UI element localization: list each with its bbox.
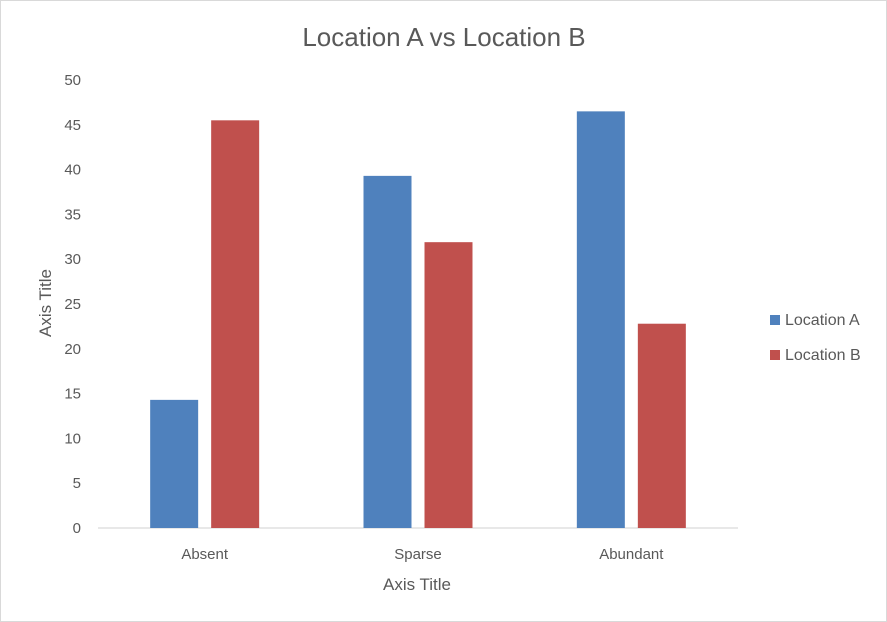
y-axis-title: Axis Title [36, 269, 55, 337]
bar-location-b-absent [211, 120, 260, 528]
y-tick-label: 20 [64, 341, 81, 358]
y-tick-label: 40 [64, 162, 81, 179]
x-tick-label: Sparse [394, 546, 442, 563]
y-tick-label: 15 [64, 386, 81, 403]
bar-location-b-sparse [424, 242, 473, 528]
x-tick-label: Abundant [599, 546, 664, 563]
y-tick-label: 0 [73, 520, 81, 537]
bar-location-b-abundant [637, 323, 686, 528]
y-tick-label: 10 [64, 430, 81, 447]
y-tick-label: 50 [64, 72, 81, 89]
y-tick-label: 5 [73, 475, 81, 492]
y-tick-label: 25 [64, 296, 81, 313]
x-tick-label: Absent [181, 546, 229, 563]
legend-swatch [770, 350, 780, 360]
legend: Location A Location B [770, 312, 861, 364]
legend-label: Location A [785, 312, 860, 329]
bar-location-a-absent [150, 399, 199, 528]
x-axis-title: Axis Title [383, 575, 451, 594]
y-tick-label: 30 [64, 251, 81, 268]
legend-swatch [770, 315, 780, 325]
chart-title: Location A vs Location B [302, 22, 585, 52]
legend-label: Location B [785, 347, 861, 364]
y-tick-label: 45 [64, 117, 81, 134]
y-tick-label: 35 [64, 206, 81, 223]
bar-location-a-abundant [576, 111, 625, 529]
bar-location-a-sparse [363, 175, 412, 528]
plot-area: 0 5 10 15 20 25 30 35 40 45 50 Absent Sparse Abundant [64, 72, 738, 563]
